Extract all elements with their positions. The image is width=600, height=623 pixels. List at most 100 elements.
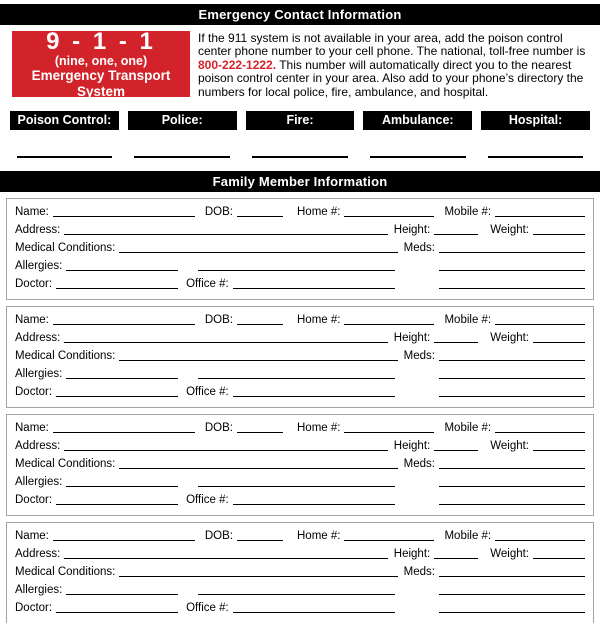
contact-write-in-line	[134, 156, 231, 159]
meds-continuation-blank-2	[439, 396, 585, 398]
contact-label-box: Poison Control:	[10, 111, 119, 131]
allergies-continuation-blank	[198, 594, 395, 596]
name-blank	[52, 216, 195, 218]
address-label: Address:	[15, 332, 61, 345]
contact-column: Fire:	[245, 111, 355, 159]
member-row-medical: Medical Conditions: Meds:	[15, 563, 585, 581]
allergies-blank	[66, 378, 179, 380]
home-phone-blank	[344, 216, 435, 218]
dob-blank	[237, 432, 283, 434]
dob-blank	[237, 324, 283, 326]
height-blank	[434, 342, 479, 344]
name-label: Name:	[15, 422, 49, 435]
member-row-name: Name: DOB: Home #: Mobile #:	[15, 419, 585, 437]
height-blank	[434, 234, 479, 236]
allergies-label: Allergies:	[15, 584, 63, 597]
weight-label: Weight:	[490, 440, 529, 453]
family-member-block: Name: DOB: Home #: Mobile #: Address: He…	[6, 414, 594, 517]
office-phone-blank	[232, 612, 395, 614]
member-row-address: Address: Height: Weight:	[15, 545, 585, 563]
contact-column: Police:	[127, 111, 237, 159]
contact-write-in-line	[16, 156, 113, 159]
meds-label: Meds:	[403, 566, 435, 579]
medical-conditions-blank	[119, 360, 398, 362]
medical-conditions-blank	[119, 468, 398, 470]
doctor-label: Doctor:	[15, 386, 53, 399]
doctor-label: Doctor:	[15, 494, 53, 507]
office-phone-blank	[232, 396, 395, 398]
meds-continuation-blank-2	[439, 612, 585, 614]
home-phone-label: Home #:	[297, 422, 341, 435]
height-label: Height:	[393, 224, 431, 237]
poison-control-phone-number: 800-222-1222.	[198, 57, 277, 72]
meds-label: Meds:	[403, 350, 435, 363]
office-phone-label: Office #:	[186, 278, 229, 291]
member-row-allergies: Allergies:	[15, 581, 585, 599]
911-system-label: Emergency Transport System	[31, 67, 171, 99]
name-label: Name:	[15, 314, 49, 327]
weight-blank	[533, 558, 585, 560]
allergies-label: Allergies:	[15, 368, 63, 381]
dob-label: DOB:	[204, 422, 233, 435]
allergies-label: Allergies:	[15, 476, 63, 489]
paragraph-part1: If the 911 system is not available in yo…	[198, 31, 586, 59]
home-phone-blank	[344, 432, 435, 434]
911-number: 9 - 1 - 1	[46, 27, 156, 55]
911-red-box: 9 - 1 - 1 (nine, one, one) Emergency Tra…	[12, 27, 190, 99]
address-label: Address:	[15, 224, 61, 237]
member-row-doctor: Doctor: Office #:	[15, 599, 585, 617]
contact-column: Hospital:	[481, 111, 590, 159]
meds-continuation-blank	[439, 486, 585, 488]
family-members-list: Name: DOB: Home #: Mobile #: Address: He…	[6, 198, 594, 623]
member-row-doctor: Doctor: Office #:	[15, 383, 585, 401]
dob-label: DOB:	[204, 530, 233, 543]
medical-conditions-blank	[119, 252, 398, 254]
office-phone-label: Office #:	[186, 602, 229, 615]
member-row-medical: Medical Conditions: Meds:	[15, 455, 585, 473]
member-row-allergies: Allergies:	[15, 473, 585, 491]
doctor-blank	[56, 396, 179, 398]
member-row-name: Name: DOB: Home #: Mobile #:	[15, 527, 585, 545]
mobile-phone-label: Mobile #:	[444, 206, 492, 219]
medical-conditions-label: Medical Conditions:	[15, 242, 116, 255]
family-member-block: Name: DOB: Home #: Mobile #: Address: He…	[6, 522, 594, 623]
medical-conditions-label: Medical Conditions:	[15, 350, 116, 363]
height-label: Height:	[393, 332, 431, 345]
member-row-medical: Medical Conditions: Meds:	[15, 347, 585, 365]
doctor-label: Doctor:	[15, 278, 53, 291]
contact-label-box: Police:	[127, 111, 237, 131]
name-label: Name:	[15, 530, 49, 543]
home-phone-label: Home #:	[297, 314, 341, 327]
doctor-blank	[56, 504, 179, 506]
contact-column: Poison Control:	[10, 111, 119, 159]
contact-write-in-line	[487, 156, 584, 159]
family-member-block: Name: DOB: Home #: Mobile #: Address: He…	[6, 198, 594, 301]
contact-label-box: Ambulance:	[363, 111, 473, 131]
allergies-continuation-blank	[198, 270, 395, 272]
member-row-address: Address: Height: Weight:	[15, 221, 585, 239]
address-label: Address:	[15, 440, 61, 453]
member-row-doctor: Doctor: Office #:	[15, 491, 585, 509]
office-phone-blank	[232, 504, 395, 506]
medical-conditions-blank	[119, 576, 398, 578]
member-row-medical: Medical Conditions: Meds:	[15, 239, 585, 257]
mobile-phone-blank	[495, 324, 585, 326]
weight-blank	[533, 234, 585, 236]
911-words: (nine, one, one)	[54, 53, 148, 68]
doctor-label: Doctor:	[15, 602, 53, 615]
mobile-phone-blank	[495, 540, 585, 542]
name-blank	[52, 540, 195, 542]
dob-label: DOB:	[204, 206, 233, 219]
family-member-block: Name: DOB: Home #: Mobile #: Address: He…	[6, 306, 594, 409]
allergies-continuation-blank	[198, 378, 395, 380]
office-phone-blank	[232, 288, 395, 290]
allergies-blank	[66, 270, 179, 272]
address-label: Address:	[15, 548, 61, 561]
address-blank	[64, 342, 388, 344]
meds-continuation-blank	[439, 378, 585, 380]
mobile-phone-label: Mobile #:	[444, 530, 492, 543]
office-phone-label: Office #:	[186, 494, 229, 507]
mobile-phone-label: Mobile #:	[444, 314, 492, 327]
doctor-blank	[56, 612, 179, 614]
